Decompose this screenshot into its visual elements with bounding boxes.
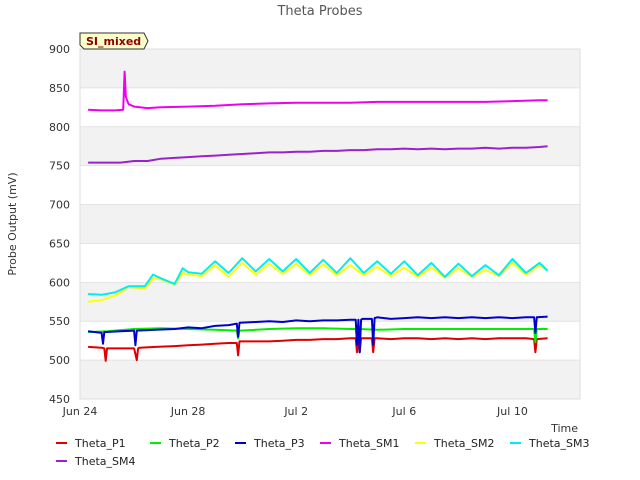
x-tick-label: Jun 28 (170, 405, 206, 418)
series-line-theta-sm4 (88, 145, 548, 164)
y-tick-label: 800 (49, 121, 70, 134)
y-tick-label: 900 (49, 43, 70, 56)
legend-label-theta-sm3: Theta_SM3 (528, 437, 589, 450)
legend-label-theta-p2: Theta_P2 (168, 437, 220, 450)
badge-text: SI_mixed (86, 35, 141, 48)
legend-label-theta-sm1: Theta_SM1 (338, 437, 399, 450)
x-tick-label: Jul 10 (496, 405, 528, 418)
y-axis-label: Probe Output (mV) (6, 172, 19, 275)
legend: Theta_P1 Theta_P2 Theta_P3 Theta_SM1 Theta_S… (56, 437, 589, 468)
plot-band (80, 360, 580, 399)
y-tick-label: 500 (49, 354, 70, 367)
y-tick-label: 450 (49, 393, 70, 406)
y-axis-ticks: 450 500 550 600 650 700 750 800 850 900 (49, 43, 70, 406)
legend-label-theta-sm2: Theta_SM2 (433, 437, 494, 450)
x-tick-label: Jul 6 (391, 405, 416, 418)
y-tick-label: 700 (49, 199, 70, 212)
plot-band (80, 282, 580, 322)
series-lines (87, 70, 549, 362)
legend-label-theta-sm4: Theta_SM4 (74, 455, 135, 468)
series-line-theta-p2 (88, 327, 548, 344)
y-tick-label: 550 (49, 315, 70, 328)
legend-label-theta-p3: Theta_P3 (253, 437, 305, 450)
series-line-theta-sm3 (88, 257, 549, 296)
x-tick-label: Jun 24 (62, 405, 98, 418)
y-tick-label: 650 (49, 237, 70, 250)
legend-label-theta-p1: Theta_P1 (74, 437, 126, 450)
y-tick-label: 600 (49, 276, 70, 289)
chart-title: Theta Probes (276, 4, 362, 19)
y-tick-label: 750 (49, 160, 70, 173)
badge: SI_mixed (79, 32, 149, 50)
x-axis-label: Time (550, 422, 578, 435)
series-line-theta-p3 (87, 315, 548, 354)
y-tick-label: 850 (49, 82, 70, 95)
plot-band (80, 49, 580, 88)
series-line-theta-p1 (88, 337, 548, 362)
plot-bands (80, 49, 580, 399)
x-axis-ticks: Jun 24 Jun 28 Jul 2 Jul 6 Jul 10 (62, 405, 528, 418)
plot-area (79, 48, 581, 400)
plot-band (80, 204, 580, 244)
series-line-theta-sm1 (88, 70, 548, 112)
x-tick-label: Jul 2 (283, 405, 308, 418)
